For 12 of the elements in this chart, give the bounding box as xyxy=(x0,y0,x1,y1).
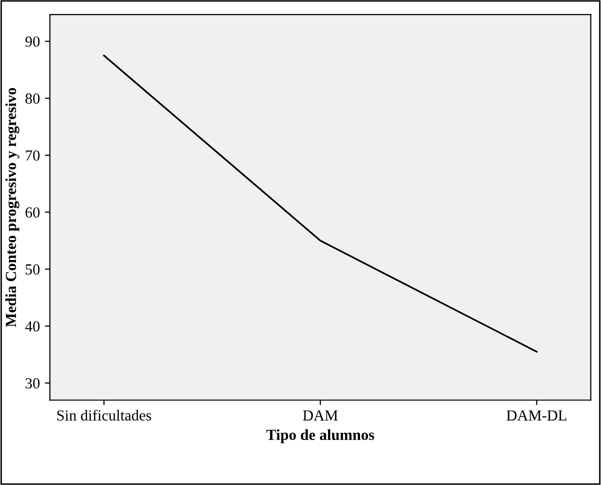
y-tick-label: 70 xyxy=(26,150,40,161)
x-axis-title: Tipo de alumnos xyxy=(266,429,374,444)
x-tick-label: DAM-DL xyxy=(506,410,566,420)
x-tick-label: Sin dificultades xyxy=(57,410,152,421)
y-tick-label: 60 xyxy=(26,207,40,218)
y-tick-label: 80 xyxy=(25,93,40,104)
x-tick-label: DAM xyxy=(302,410,338,420)
y-tick-label: 50 xyxy=(26,264,40,275)
y-tick-label: 30 xyxy=(26,378,40,388)
y-tick-label: 90 xyxy=(25,36,40,47)
y-axis-title: Media Conteo progresivo y regresivo xyxy=(5,88,20,328)
y-tick-label: 40 xyxy=(25,321,40,332)
